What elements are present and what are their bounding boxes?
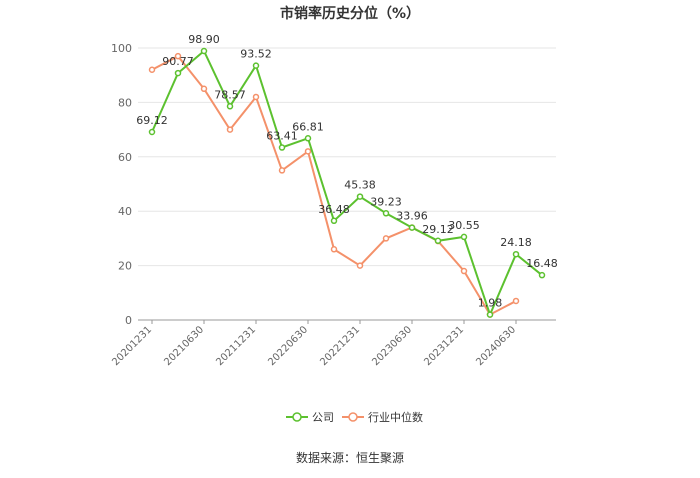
data-point (200, 85, 208, 93)
legend-item-industry-median[interactable]: 行业中位数 (342, 410, 423, 424)
data-label: 98.90 (188, 33, 220, 46)
data-point (356, 193, 364, 200)
data-label: 36.48 (318, 203, 350, 216)
chart-title: 市销率历史分位（%） (280, 5, 420, 22)
x-tick-label: 20240630 (474, 324, 518, 368)
data-point (460, 233, 468, 241)
data-label: 45.38 (344, 179, 376, 192)
data-point (304, 135, 312, 142)
data-point (252, 62, 260, 69)
grid-layer (138, 47, 556, 267)
x-tick-label: 20210630 (162, 324, 206, 368)
legend-label: 公司 (312, 411, 334, 424)
x-tick-label: 20231231 (422, 324, 466, 368)
data-label: 63.41 (266, 130, 298, 143)
data-label: 1.98 (478, 297, 503, 310)
data-point (330, 246, 338, 253)
data-point (252, 93, 260, 101)
data-label: 66.81 (292, 120, 324, 133)
data-point (200, 47, 208, 55)
legend-marker (292, 412, 302, 422)
data-point (512, 297, 520, 305)
legend[interactable]: 公司 行业中位数 (286, 410, 423, 424)
series-line-company (151, 49, 543, 318)
data-point (408, 224, 416, 231)
data-point (278, 144, 286, 151)
data-point (382, 235, 390, 242)
data-point (148, 128, 156, 136)
data-point (434, 237, 442, 245)
legend-item-company[interactable]: 公司 (286, 411, 334, 424)
data-label: 90.77 (162, 55, 194, 68)
data-point (174, 52, 182, 60)
legend-label: 行业中位数 (368, 410, 423, 424)
y-tick-label: 0 (125, 314, 132, 327)
data-point (356, 262, 364, 269)
data-point (382, 210, 390, 217)
y-tick-label: 20 (118, 260, 132, 273)
data-label: 33.96 (396, 210, 428, 223)
y-tick-label: 40 (118, 205, 132, 218)
data-label: 39.23 (370, 195, 402, 208)
source-note: 数据来源：恒生聚源 (296, 450, 404, 465)
x-tick-label: 20211231 (214, 324, 258, 368)
data-point (538, 271, 546, 279)
data-label: 93.52 (240, 48, 272, 61)
y-tick-label: 100 (111, 42, 132, 55)
data-label: 29.12 (422, 223, 454, 236)
series-layer (148, 47, 546, 318)
data-point (330, 217, 338, 225)
data-point (486, 311, 494, 318)
x-tick-label: 20220630 (266, 324, 310, 368)
data-label: 78.57 (214, 88, 246, 101)
series-line-industry-median (151, 54, 517, 316)
data-point (148, 66, 156, 74)
data-point (304, 148, 312, 155)
data-point (512, 250, 520, 258)
data-point (460, 267, 468, 275)
legend-marker (348, 412, 358, 422)
data-point (226, 126, 234, 133)
y-tick-label: 60 (118, 151, 132, 164)
data-label: 24.18 (500, 236, 532, 249)
data-label: 16.48 (526, 257, 558, 270)
x-tick-label: 20230630 (370, 324, 414, 368)
data-point (174, 69, 182, 77)
x-tick-label: 20201231 (110, 324, 154, 368)
data-point (278, 167, 286, 174)
x-tick-label: 20221231 (318, 324, 362, 368)
data-label: 69.12 (136, 114, 168, 127)
data-point (226, 103, 234, 110)
data-label: 30.55 (448, 219, 480, 232)
y-tick-label: 80 (118, 96, 132, 109)
